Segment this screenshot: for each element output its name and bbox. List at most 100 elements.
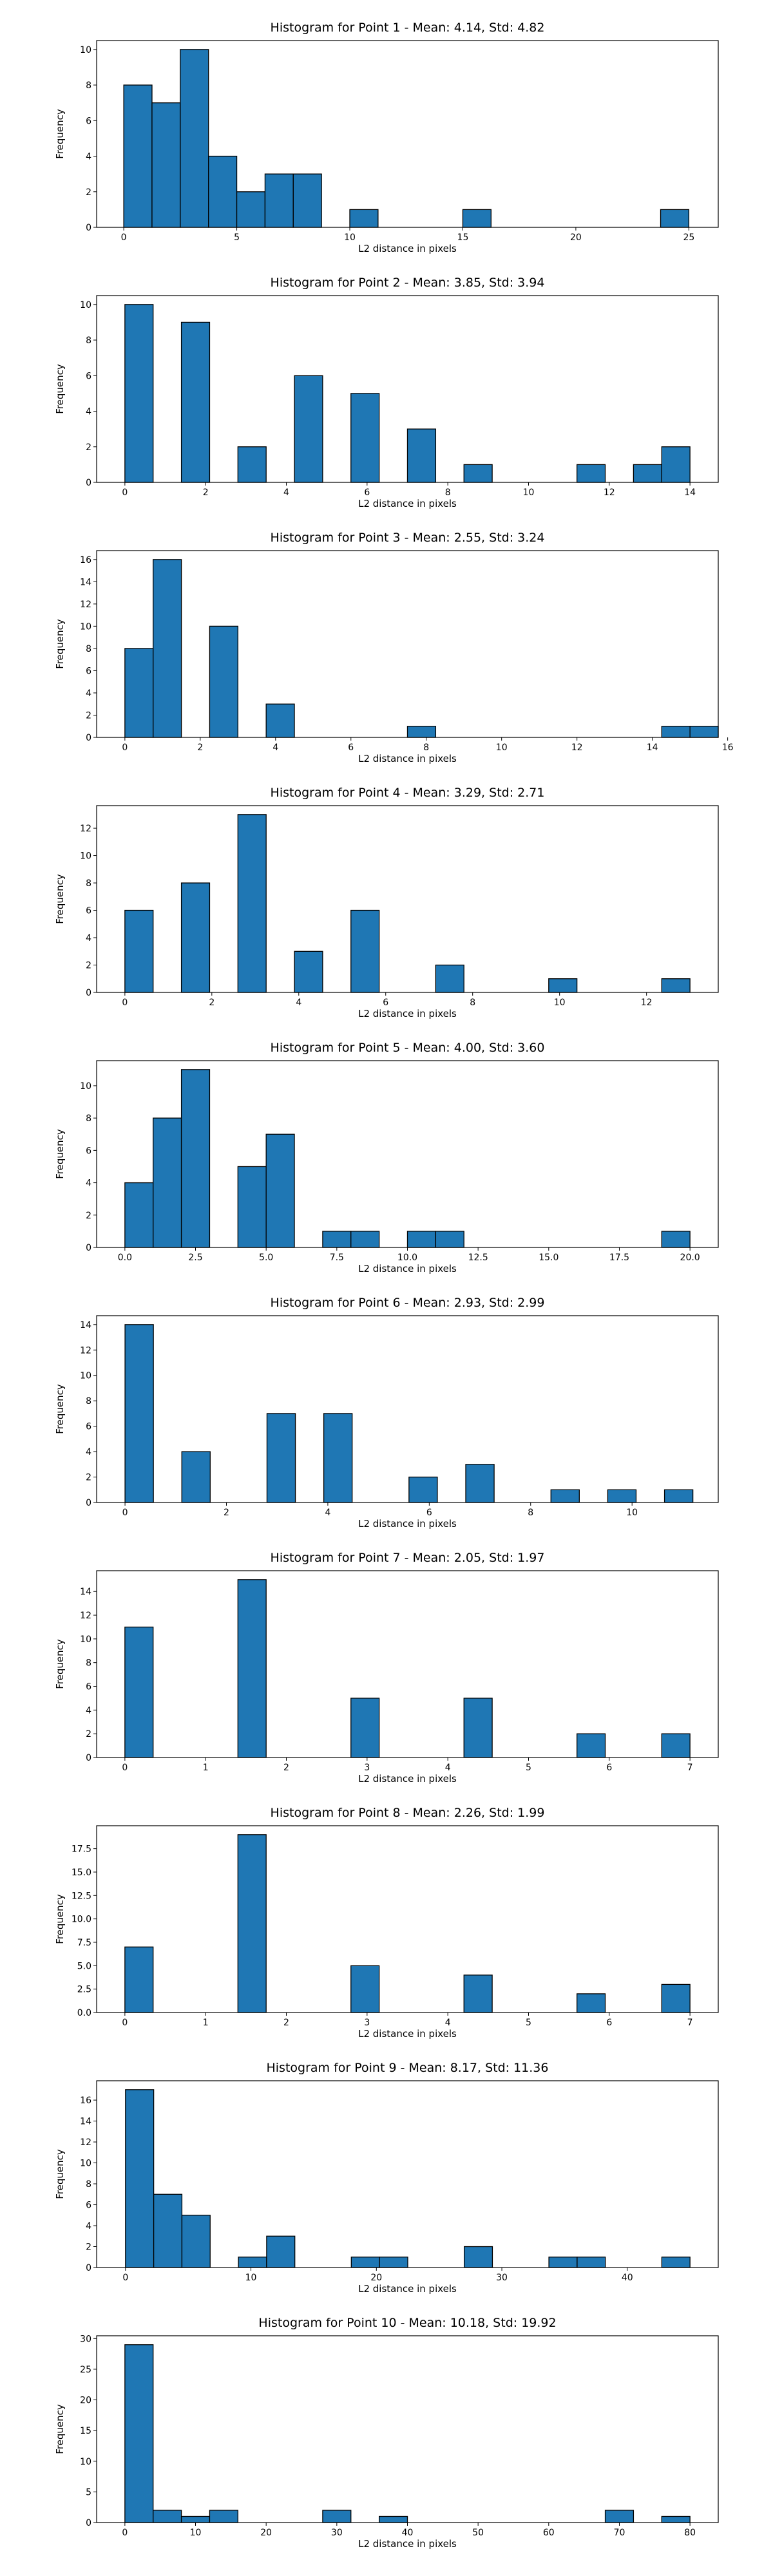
histogram-bar bbox=[124, 2344, 154, 2523]
x-tick-label: 14 bbox=[647, 743, 658, 753]
y-tick-label: 10 bbox=[80, 1081, 91, 1092]
x-axis-label: L2 distance in pixels bbox=[358, 1773, 457, 1785]
chart-6: Histogram for Point 6 - Mean: 2.93, Std:… bbox=[54, 1296, 719, 1530]
y-tick-label: 10 bbox=[80, 1371, 91, 1381]
x-tick-label: 6 bbox=[383, 998, 388, 1008]
y-tick-label: 15 bbox=[80, 2426, 91, 2436]
y-tick-label: 2 bbox=[86, 1729, 91, 1739]
y-tick-label: 6 bbox=[86, 1682, 91, 1692]
y-tick-label: 16 bbox=[80, 2096, 91, 2106]
y-axis-label: Frequency bbox=[54, 619, 66, 669]
y-tick-label: 7.5 bbox=[77, 1938, 91, 1948]
histogram-bar bbox=[209, 625, 238, 738]
histogram-bar bbox=[237, 1166, 267, 1248]
y-tick-label: 8 bbox=[86, 878, 91, 889]
histogram-bar bbox=[661, 1984, 691, 2013]
x-tick-label: 0.0 bbox=[118, 1253, 132, 1263]
x-tick-label: 14 bbox=[684, 488, 696, 498]
x-tick-label: 0 bbox=[121, 232, 127, 243]
histogram-bar bbox=[209, 2510, 238, 2523]
x-tick-label: 12 bbox=[571, 743, 583, 753]
x-axis-label: L2 distance in pixels bbox=[358, 2283, 457, 2295]
y-axis-label: Frequency bbox=[54, 109, 66, 159]
y-tick-label: 8 bbox=[86, 80, 91, 91]
x-tick-label: 70 bbox=[614, 2528, 625, 2538]
histogram-bar bbox=[660, 209, 690, 228]
x-tick-label: 8 bbox=[528, 1508, 533, 1518]
x-tick-label: 40 bbox=[622, 2273, 633, 2283]
x-tick-label: 2 bbox=[209, 998, 215, 1008]
y-tick-label: 0 bbox=[86, 988, 91, 998]
y-tick-label: 0 bbox=[86, 2263, 91, 2273]
y-tick-label: 8 bbox=[86, 336, 91, 346]
histogram-bar bbox=[661, 446, 691, 483]
chart-title: Histogram for Point 1 - Mean: 4.14, Std:… bbox=[271, 21, 545, 35]
y-tick-label: 4 bbox=[86, 2221, 91, 2231]
x-tick-label: 20.0 bbox=[680, 1253, 700, 1263]
histogram-bar bbox=[350, 393, 380, 483]
x-tick-label: 15 bbox=[457, 232, 469, 243]
histogram-bar bbox=[406, 428, 437, 483]
axes-frame bbox=[96, 1315, 719, 1503]
x-tick-label: 10 bbox=[344, 232, 356, 243]
chart-7: Histogram for Point 7 - Mean: 2.05, Std:… bbox=[54, 1551, 719, 1785]
y-tick-label: 0 bbox=[86, 478, 91, 488]
x-tick-label: 30 bbox=[331, 2528, 343, 2538]
x-tick-label: 2 bbox=[197, 743, 203, 753]
y-tick-label: 14 bbox=[80, 577, 91, 587]
y-tick-label: 10 bbox=[80, 45, 91, 55]
y-axis-label: Frequency bbox=[54, 1894, 66, 1944]
x-tick-label: 16 bbox=[722, 743, 734, 753]
histogram-bar bbox=[463, 1698, 493, 1758]
histogram-bar bbox=[463, 2246, 493, 2268]
y-tick-label: 12 bbox=[80, 2137, 91, 2148]
y-tick-label: 5 bbox=[86, 2487, 91, 2497]
axes-frame bbox=[96, 1570, 719, 1758]
x-axis-label: L2 distance in pixels bbox=[358, 1263, 457, 1274]
histogram-bar bbox=[294, 375, 323, 483]
y-tick-label: 25 bbox=[80, 2365, 91, 2375]
x-tick-label: 17.5 bbox=[609, 1253, 629, 1263]
histogram-bar bbox=[236, 191, 266, 228]
y-tick-label: 20 bbox=[80, 2396, 91, 2406]
histogram-bar bbox=[237, 446, 267, 483]
y-tick-label: 0.0 bbox=[77, 2008, 91, 2018]
y-axis-label: Frequency bbox=[54, 1639, 66, 1689]
y-axis-label: Frequency bbox=[54, 2404, 66, 2454]
chart-9: Histogram for Point 9 - Mean: 8.17, Std:… bbox=[54, 2061, 719, 2295]
histogram-bar bbox=[153, 2193, 183, 2268]
x-tick-label: 4 bbox=[272, 743, 278, 753]
histogram-bar bbox=[124, 1182, 154, 1248]
x-axis-label: L2 distance in pixels bbox=[358, 2538, 457, 2550]
histogram-bar bbox=[577, 1733, 606, 1758]
y-tick-label: 4 bbox=[86, 1447, 91, 1457]
y-tick-label: 6 bbox=[86, 906, 91, 916]
x-tick-label: 50 bbox=[472, 2528, 484, 2538]
y-tick-label: 0 bbox=[86, 2518, 91, 2528]
histogram-bar bbox=[124, 1626, 154, 1758]
y-tick-label: 0 bbox=[86, 1498, 91, 1508]
y-tick-label: 30 bbox=[80, 2334, 91, 2344]
y-tick-label: 17.5 bbox=[72, 1844, 91, 1855]
x-tick-label: 3 bbox=[364, 2018, 370, 2028]
histogram-bar bbox=[607, 1489, 637, 1503]
x-tick-label: 8 bbox=[423, 743, 429, 753]
y-axis-label: Frequency bbox=[54, 2149, 66, 2199]
y-tick-label: 4 bbox=[86, 152, 91, 162]
x-tick-label: 6 bbox=[364, 488, 370, 498]
y-tick-label: 8 bbox=[86, 644, 91, 654]
x-tick-label: 4 bbox=[296, 998, 301, 1008]
y-tick-label: 12.5 bbox=[72, 1891, 91, 1901]
x-tick-label: 7.5 bbox=[330, 1253, 344, 1263]
histogram-bar bbox=[124, 304, 154, 483]
histogram-bar bbox=[463, 1975, 493, 2013]
axes-frame bbox=[96, 40, 719, 228]
histogram-bar bbox=[462, 209, 491, 228]
y-tick-label: 4 bbox=[86, 688, 91, 699]
histogram-bar bbox=[349, 209, 379, 228]
y-axis-label: Frequency bbox=[54, 1384, 66, 1434]
histogram-bar bbox=[661, 978, 691, 993]
x-tick-label: 6 bbox=[348, 743, 354, 753]
